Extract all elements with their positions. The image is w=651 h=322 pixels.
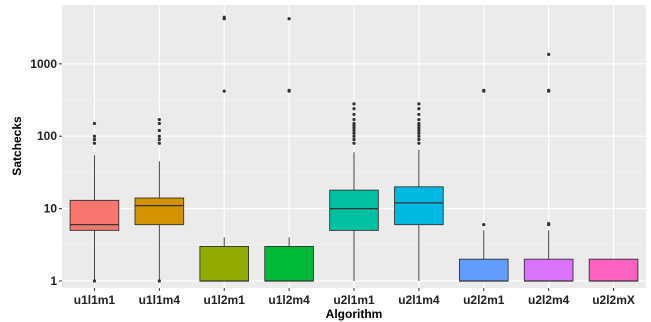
outlier-point <box>417 128 421 133</box>
outlier-point <box>352 112 356 117</box>
outlier-point <box>352 131 356 135</box>
outlier-point <box>92 137 97 142</box>
outlier-point <box>417 134 421 138</box>
x-tick-label: u2l2mX <box>592 293 635 307</box>
outlier-point <box>547 222 551 226</box>
y-tick-label: 1000 <box>30 57 57 71</box>
y-axis-ticks: 1 10 100 1000 <box>30 57 62 288</box>
x-tick-label: u1l2m1 <box>204 293 246 307</box>
outlier-point <box>547 52 551 57</box>
y-axis-title: Satchecks <box>10 116 24 176</box>
x-axis-title: Algorithm <box>326 307 383 321</box>
y-tick-label: 10 <box>44 202 58 216</box>
x-tick-label: u2l2m1 <box>463 293 505 307</box>
outlier-point <box>417 137 421 142</box>
outlier-point <box>352 128 356 133</box>
outlier-point <box>92 141 97 145</box>
outlier-point <box>287 88 291 92</box>
y-tick-label: 1 <box>50 274 57 288</box>
outlier-point <box>222 89 226 93</box>
outlier-point <box>352 126 356 130</box>
outlier-point <box>92 279 97 283</box>
box-u2l1m4 <box>394 102 444 281</box>
outlier-point <box>352 121 356 126</box>
outlier-point <box>352 141 356 145</box>
box-u2l2m4 <box>523 52 574 282</box>
outlier-point <box>157 134 161 138</box>
box-u2l2mX <box>588 258 639 282</box>
outlier-point <box>157 121 161 126</box>
y-tick-label: 100 <box>37 129 57 143</box>
outlier-point <box>482 88 486 92</box>
x-axis-ticks: u1l1m1 u1l1m4 u1l2m1 u1l2m4 u2l1m1 u2l1m4 u2l2… <box>74 288 635 307</box>
box-body <box>264 246 314 282</box>
x-tick-label: u1l2m4 <box>268 293 310 307</box>
outlier-point <box>157 128 161 133</box>
box-body <box>523 258 574 282</box>
x-tick-label: u2l1m1 <box>333 293 375 307</box>
outlier-point <box>352 102 356 106</box>
outlier-point <box>287 17 291 21</box>
outlier-point <box>417 117 421 122</box>
outlier-point <box>417 121 421 126</box>
box-body <box>199 246 250 282</box>
box-u1l2m4 <box>264 17 314 282</box>
outlier-point <box>417 126 421 130</box>
x-tick-label: u2l1m4 <box>398 293 440 307</box>
outlier-point <box>92 134 97 138</box>
box-u1l2m1 <box>199 15 250 282</box>
box-body <box>329 189 379 231</box>
outlier-point <box>222 15 226 19</box>
outlier-point <box>92 121 97 126</box>
box-u2l2m1 <box>458 88 509 282</box>
outlier-point <box>157 137 161 142</box>
outlier-point <box>547 88 551 92</box>
outlier-point <box>417 102 421 106</box>
x-tick-label: u1l1m1 <box>74 293 116 307</box>
outlier-point <box>157 117 161 122</box>
outlier-point <box>352 117 356 122</box>
outlier-point <box>157 141 161 145</box>
outlier-point <box>482 223 486 227</box>
x-tick-label: u2l2m4 <box>528 293 570 307</box>
box-u1l1m1 <box>69 121 120 283</box>
boxes-layer <box>69 15 639 283</box>
outlier-point <box>417 107 421 111</box>
outlier-point <box>417 131 421 135</box>
outlier-point <box>352 134 356 138</box>
box-body <box>458 258 509 282</box>
box-body <box>588 258 639 282</box>
outlier-point <box>417 112 421 117</box>
x-tick-label: u1l1m4 <box>139 293 181 307</box>
outlier-point <box>352 107 356 111</box>
outlier-point <box>157 279 161 283</box>
box-u1l1m4 <box>134 117 185 283</box>
box-body <box>394 186 444 226</box>
box-u2l1m1 <box>329 102 379 281</box>
box-body <box>69 199 120 231</box>
box-body <box>134 197 185 226</box>
outlier-point <box>352 137 356 142</box>
outlier-point <box>417 141 421 145</box>
